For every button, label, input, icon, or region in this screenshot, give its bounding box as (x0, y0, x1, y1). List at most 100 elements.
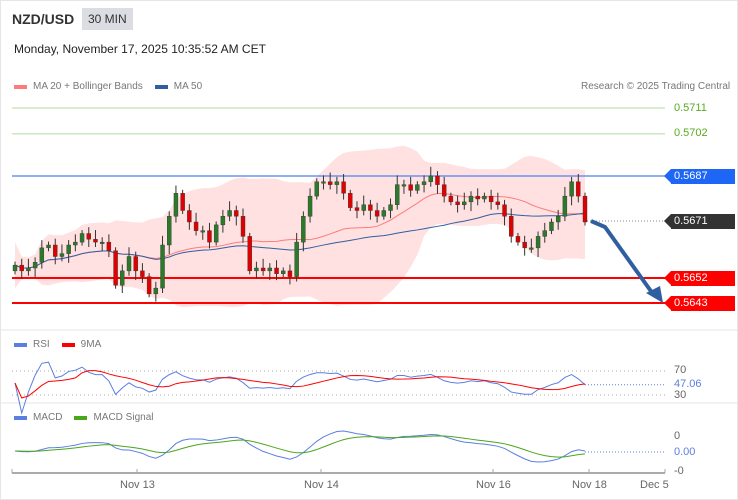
macd-line (14, 430, 586, 463)
candle (327, 181, 333, 185)
candle (66, 244, 71, 254)
candle (475, 195, 480, 200)
candle (146, 276, 152, 295)
candle (562, 195, 568, 217)
forecast-arrow (590, 219, 655, 296)
candle (455, 201, 460, 205)
x-label: Nov 16 (476, 479, 511, 491)
candle (354, 207, 360, 211)
candle (529, 247, 534, 250)
candle (488, 195, 494, 203)
candle (187, 210, 192, 223)
candle (193, 221, 199, 231)
rsi-value: 47.06 (674, 378, 702, 390)
macd-bottom: -0 (674, 465, 684, 477)
support1-tag: 0.5652 (664, 271, 735, 286)
candle (502, 204, 507, 217)
candle (53, 244, 58, 257)
candle (79, 233, 85, 243)
datetime: Monday, November 17, 2025 10:35:52 AM CE… (14, 42, 266, 56)
support2-tag: 0.5643 (664, 296, 735, 311)
timeframe-badge[interactable]: 30 MIN (82, 8, 133, 30)
candle (267, 267, 273, 272)
rsi-ma-label: 9MA (80, 339, 102, 350)
candle (482, 195, 487, 200)
candle (448, 195, 454, 203)
rsi-70: 70 (674, 364, 687, 376)
candle (515, 236, 521, 243)
x-label: Nov 18 (572, 479, 607, 491)
candle (401, 184, 407, 187)
candle (576, 181, 581, 197)
macd-label: MACD (33, 412, 63, 423)
legend: MA 20 + Bollinger Bands MA 50 (14, 81, 202, 92)
candle (93, 239, 98, 243)
candle (428, 175, 433, 182)
x-label: Nov 13 (120, 479, 155, 491)
bollinger-band (15, 145, 585, 308)
candle (421, 181, 427, 185)
forecast-arrowhead (646, 286, 663, 303)
candle (173, 193, 179, 217)
candle (12, 264, 18, 272)
candle (200, 230, 205, 233)
candle (106, 241, 112, 251)
candle (549, 221, 554, 231)
candle (301, 216, 306, 243)
candle (240, 216, 246, 237)
candle (220, 216, 226, 226)
candle (19, 264, 24, 272)
candle (234, 210, 239, 217)
candle (374, 210, 380, 217)
candle (388, 204, 393, 211)
copyright: Research © 2025 Trading Central (581, 81, 731, 92)
candle (113, 250, 118, 286)
candle (32, 262, 38, 269)
rsi-30: 30 (674, 389, 687, 399)
candle (468, 195, 474, 203)
candle (120, 270, 125, 286)
candle (86, 233, 91, 240)
level-r2: 0.5711 (674, 102, 707, 114)
candle (39, 247, 45, 263)
macd-value: 0.00 (674, 446, 696, 458)
candle (260, 267, 266, 272)
candle (153, 287, 159, 295)
x-label: Dec 5 (640, 479, 669, 491)
rsi-ma-line (14, 370, 586, 399)
candle (287, 270, 293, 277)
legend-ma20: MA 20 + Bollinger Bands (33, 81, 143, 92)
candle (26, 267, 31, 272)
candle (321, 181, 326, 184)
candle (381, 210, 387, 217)
candle (126, 256, 132, 272)
candle (133, 256, 138, 272)
candle (555, 216, 561, 223)
candle (274, 267, 279, 274)
ma50-swatch (154, 84, 168, 89)
candle (46, 244, 51, 249)
candle (227, 210, 232, 217)
candle (341, 181, 346, 194)
candle (542, 230, 547, 237)
candle (140, 270, 145, 277)
candle (462, 201, 467, 205)
macd-signal-label: MACD Signal (93, 412, 154, 423)
candle (522, 241, 527, 249)
candle (582, 195, 588, 223)
candle (314, 181, 319, 197)
candle (307, 195, 313, 217)
symbol-title: NZD/USD (12, 11, 75, 27)
candle (348, 193, 353, 208)
candle (535, 236, 541, 249)
candle (408, 184, 413, 191)
candle (509, 216, 514, 237)
candle (213, 224, 219, 243)
candle (435, 175, 440, 185)
macd-signal-line (14, 435, 586, 458)
macd-legend: MACD MACD Signal (14, 412, 153, 423)
candle (254, 267, 259, 272)
legend-ma50: MA 50 (173, 81, 203, 92)
